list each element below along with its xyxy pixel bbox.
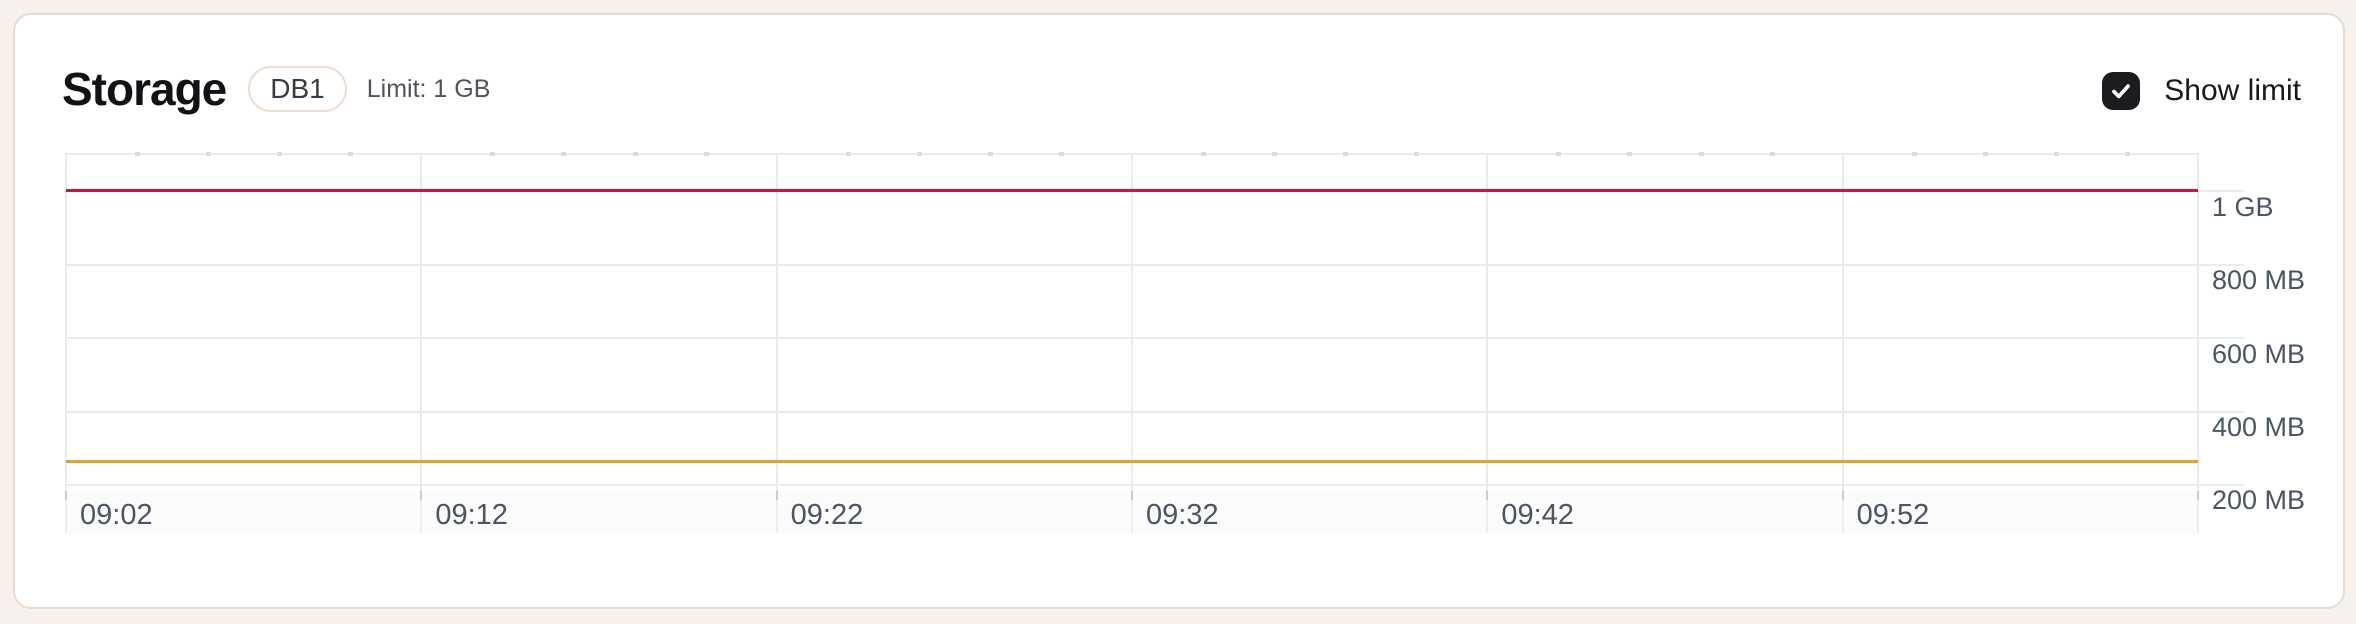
show-limit-checkbox[interactable]: [2102, 72, 2141, 110]
x-minor-tick: [1272, 152, 1277, 156]
x-minor-tick: [561, 152, 566, 156]
show-limit-label: Show limit: [2164, 74, 2301, 107]
storage-card: Storage DB1 Limit: 1 GB Show limit 09:02…: [13, 13, 2345, 609]
limit-label: Limit: 1 GB: [366, 74, 491, 103]
x-axis-tick-label: 09:02: [80, 499, 153, 531]
v-gridline: [776, 153, 778, 491]
y-tick: [2198, 190, 2244, 192]
y-tick: [2198, 411, 2244, 413]
x-tick: [1486, 491, 1488, 500]
limit-line: [66, 189, 2198, 192]
storage-usage-chart[interactable]: 09:02 09:12 09:22 09:32 09:42 09:52 1 GB…: [15, 15, 2343, 607]
x-minor-tick: [846, 152, 851, 156]
x-minor-tick: [1770, 152, 1775, 156]
y-tick: [2198, 484, 2244, 486]
y-axis-tick-label: 200 MB: [2212, 485, 2306, 515]
h-gridline: [66, 411, 2198, 413]
y-axis: 1 GB 800 MB 600 MB 400 MB 200 MB: [2212, 15, 2347, 607]
x-minor-tick: [1201, 152, 1206, 156]
x-tick: [420, 491, 422, 500]
y-tick: [2198, 264, 2244, 266]
y-axis-tick-label: 800 MB: [2212, 265, 2306, 295]
x-tick-line: [1131, 491, 1133, 533]
x-minor-tick: [206, 152, 211, 156]
x-axis: 09:02 09:12 09:22 09:32 09:42 09:52: [65, 491, 2199, 533]
x-minor-tick: [1699, 152, 1704, 156]
x-tick: [776, 491, 778, 500]
x-tick-line: [776, 491, 778, 533]
x-axis-tick-label: 09:32: [1146, 499, 1219, 531]
x-tick-line: [65, 491, 67, 533]
page-title: Storage: [62, 63, 227, 115]
x-axis-tick-label: 09:22: [790, 499, 864, 531]
y-axis-tick-label: 400 MB: [2212, 412, 2306, 442]
x-tick: [1131, 491, 1133, 500]
x-minor-tick: [704, 152, 709, 156]
x-minor-tick: [348, 152, 353, 156]
v-gridline: [1486, 153, 1488, 491]
v-gridline: [1131, 153, 1133, 491]
v-gridline: [2197, 153, 2199, 491]
x-tick: [65, 491, 67, 500]
db-badge: DB1: [248, 66, 347, 112]
x-axis-tick-label: 09:42: [1501, 499, 1574, 531]
x-minor-tick: [1983, 152, 1988, 156]
x-minor-tick: [1059, 152, 1064, 156]
plot-area[interactable]: [65, 152, 2244, 491]
y-axis-tick-label: 1 GB: [2212, 192, 2274, 222]
y-tick: [2198, 337, 2244, 339]
x-axis-tick-label: 09:12: [435, 499, 508, 531]
x-minor-tick: [1912, 152, 1917, 156]
x-minor-tick: [135, 152, 140, 156]
show-limit-toggle[interactable]: Show limit: [2102, 72, 2301, 110]
storage-usage-line: [66, 460, 2198, 463]
plot-top-border: [66, 153, 2198, 155]
x-tick-line: [1842, 491, 1844, 533]
x-tick: [1842, 491, 1844, 500]
x-tick-line: [2197, 491, 2199, 533]
x-minor-tick: [633, 152, 638, 156]
card-header: Storage DB1 Limit: 1 GB: [62, 66, 490, 112]
x-minor-tick: [1627, 152, 1632, 156]
y-axis-tick-label: 600 MB: [2212, 339, 2306, 369]
x-minor-tick: [2125, 152, 2130, 156]
x-minor-tick: [2054, 152, 2059, 156]
x-minor-tick: [490, 152, 495, 156]
x-minor-tick: [988, 152, 993, 156]
v-gridline: [420, 153, 422, 491]
x-minor-tick: [1343, 152, 1348, 156]
x-axis-tick-label: 09:52: [1856, 499, 1930, 531]
h-gridline: [66, 484, 2198, 486]
checkmark-icon: [2112, 84, 2131, 99]
x-tick: [2197, 491, 2199, 500]
x-minor-tick: [277, 152, 282, 156]
x-minor-tick: [917, 152, 922, 156]
v-gridline: [65, 153, 67, 491]
x-tick-line: [420, 491, 422, 533]
h-gridline: [66, 264, 2198, 266]
x-minor-tick: [1414, 152, 1419, 156]
x-minor-tick: [1556, 152, 1561, 156]
x-tick-line: [1486, 491, 1488, 533]
v-gridline: [1842, 153, 1844, 491]
h-gridline: [66, 337, 2198, 339]
